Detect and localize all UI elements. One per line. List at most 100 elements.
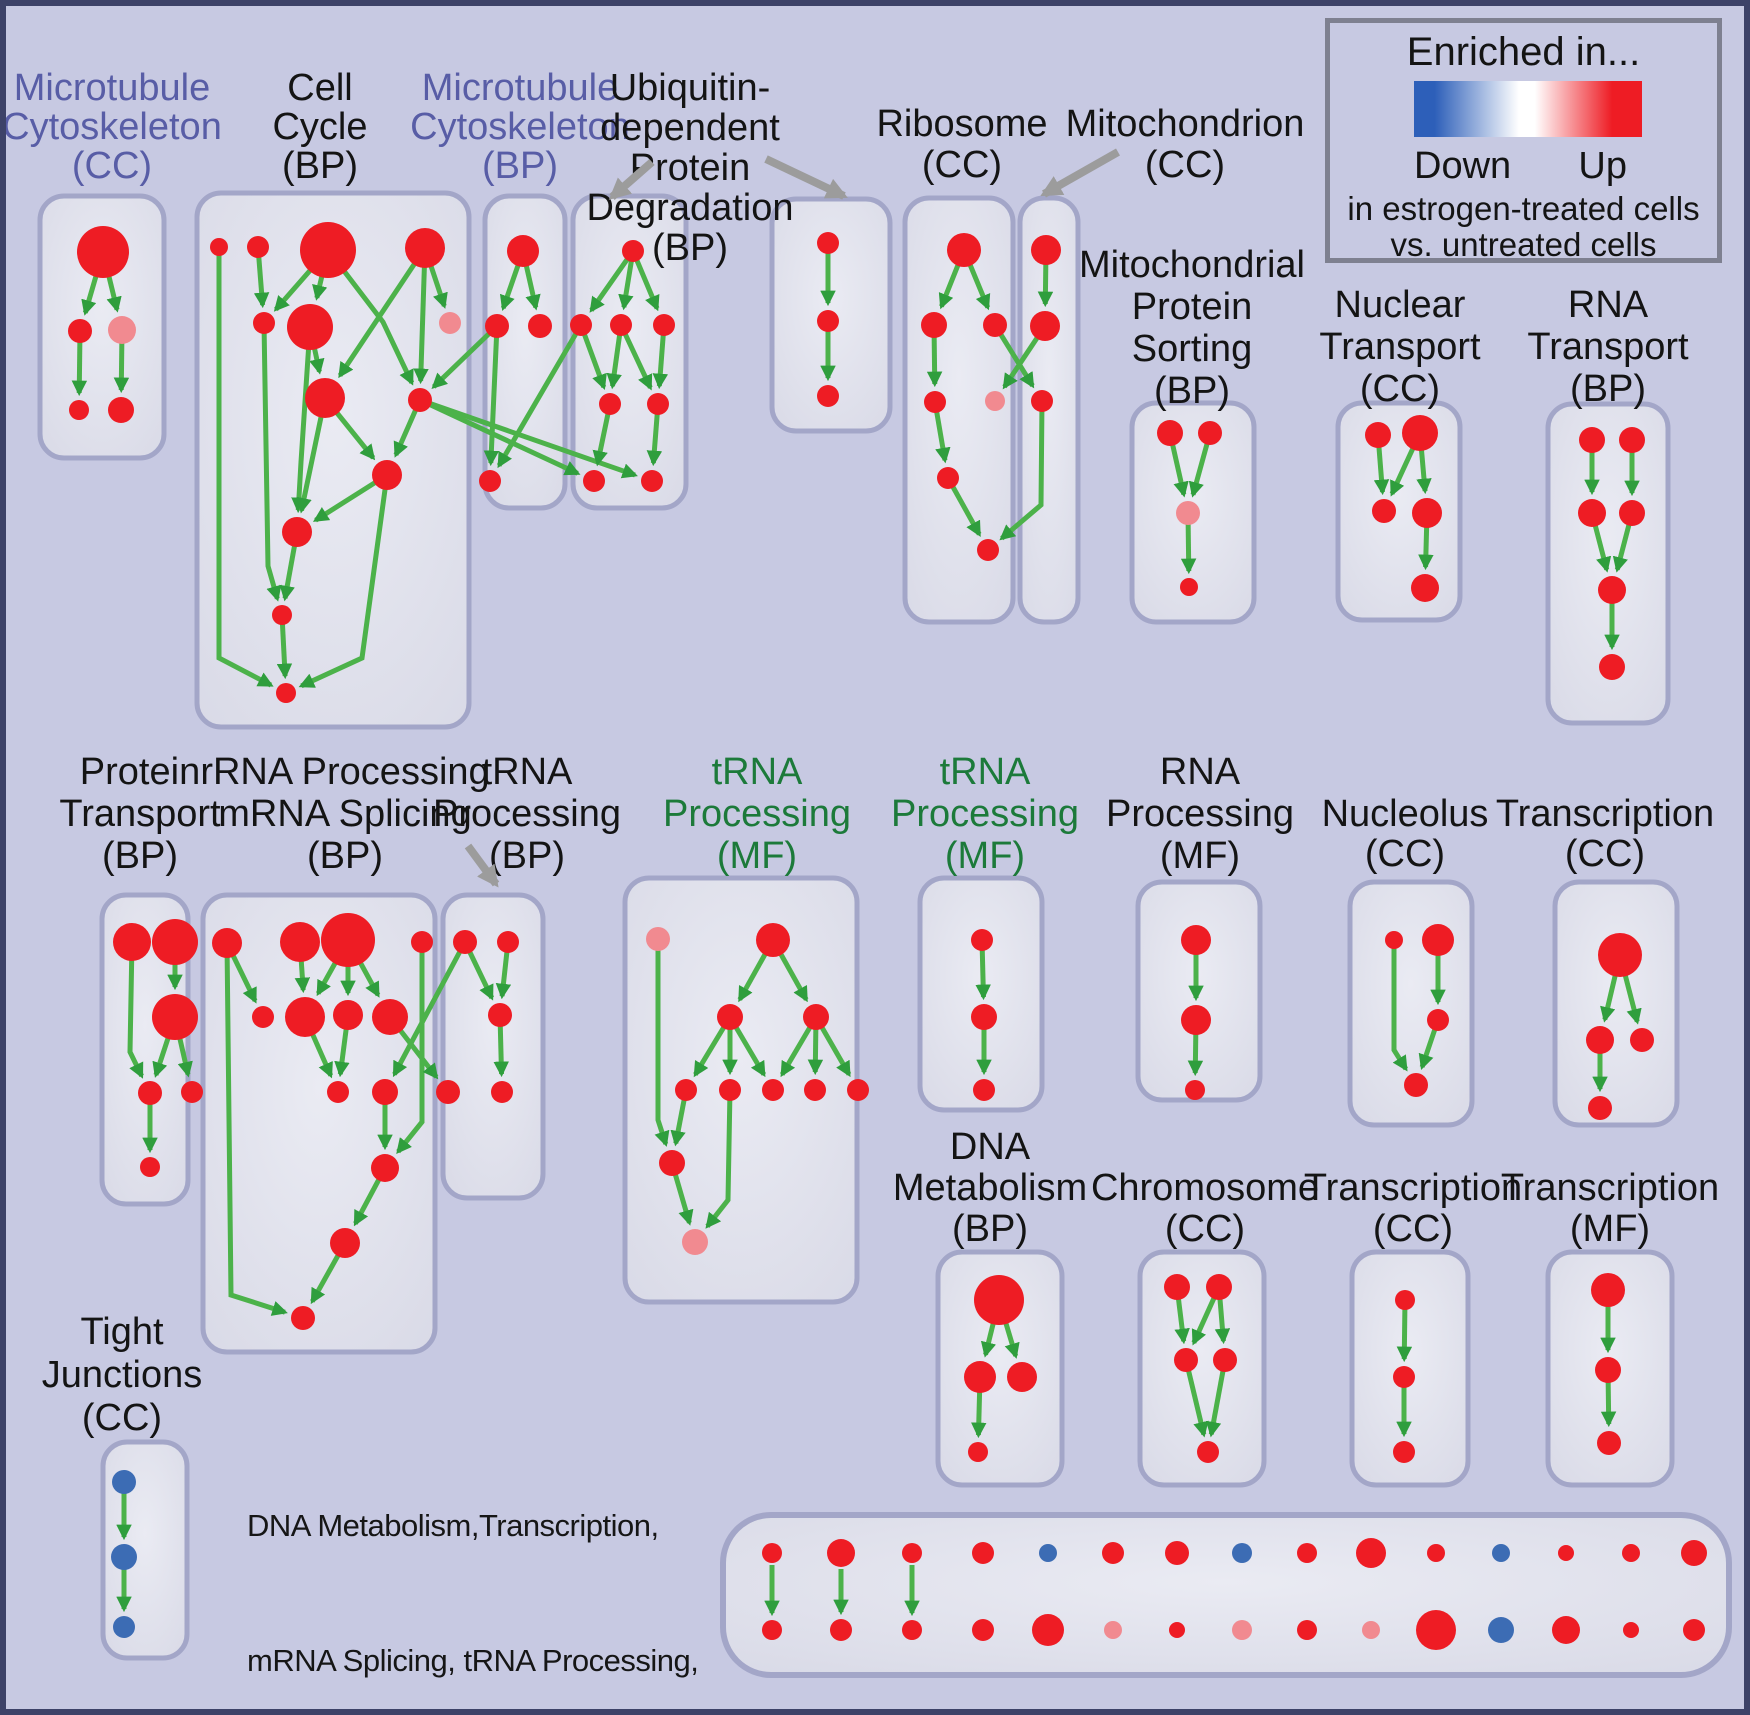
node-j6 (1599, 654, 1625, 680)
cluster-label-line: (CC) (1365, 833, 1445, 875)
node-m5 (491, 1081, 513, 1103)
cluster-label-line: (CC) (1145, 144, 1225, 186)
node-a3 (108, 316, 136, 344)
edge-g3-f7 (999, 400, 1045, 541)
cluster-label-line: Mitochondrial (1079, 244, 1305, 286)
edge-d2-d5 (578, 324, 607, 391)
edge-m1-l10 (392, 940, 468, 1078)
node-i5 (1411, 574, 1439, 602)
node-f5 (985, 391, 1005, 411)
edge-c2-b9 (431, 324, 499, 389)
edge-d3-d6 (618, 323, 653, 391)
cluster-label-line: (BP) (282, 145, 358, 187)
edge-k1-k4 (127, 941, 144, 1079)
cluster-label-line: Processing (1106, 793, 1294, 835)
cluster-label-line: mRNA Splicing (218, 793, 471, 835)
node-b9 (408, 388, 432, 412)
node-q1 (1385, 931, 1403, 949)
cluster-label-protein-transport-bp: Protein Transport (BP) (59, 751, 221, 877)
node-r1 (1598, 933, 1642, 977)
node-b12 (272, 605, 292, 625)
cluster-label-line: Metabolism (893, 1167, 1087, 1209)
node-h1 (1157, 420, 1183, 446)
layer-annotation-arrows (464, 148, 1120, 888)
matrix-node-r1-c11 (1488, 1617, 1514, 1643)
cluster-label-line: Chromosome (1091, 1167, 1319, 1209)
cluster-label-line: Transport (59, 793, 221, 835)
matrix-node-r0-c2 (902, 1543, 922, 1563)
cluster-label-rna-transport-bp: RNA Transport (BP) (1527, 284, 1689, 410)
node-d2 (570, 314, 592, 336)
node-v2 (1595, 1357, 1621, 1383)
cluster-label-line: Tight (80, 1311, 164, 1353)
node-f6 (937, 467, 959, 489)
cluster-label-dna-metabolism-bp: DNA Metabolism (BP) (893, 1126, 1087, 1250)
cluster-label-line: dependent (600, 107, 780, 149)
node-b7 (439, 312, 461, 334)
cluster-label-line: (MF) (1570, 1208, 1650, 1250)
cluster-label-transcription-cc-bottom: Transcription (CC) (1304, 1167, 1522, 1250)
matrix-node-r1-c1 (830, 1619, 852, 1641)
cluster-label-line: Transport (1319, 326, 1481, 368)
matrix-node-r1-c3 (972, 1619, 994, 1641)
cluster-label-line: (CC) (1360, 368, 1440, 410)
edge-d2-c4 (496, 323, 584, 469)
edge-b1-b13 (216, 247, 274, 688)
node-l2 (280, 922, 320, 962)
cluster-label-rrna-mrna-bp: rRNA Processing mRNA Splicing (BP) (200, 751, 489, 877)
legend-subtitle-1: in estrogen-treated cells (1347, 190, 1700, 227)
node-q2 (1422, 924, 1454, 956)
matrix-node-r1-c4 (1032, 1614, 1064, 1646)
edge-d1-d2 (589, 249, 636, 313)
cluster-label-microtubule-cc: Microtubule Cytoskeleton (CC) (2, 67, 222, 187)
node-p2 (1181, 1005, 1211, 1035)
edge-n6-n11 (705, 1089, 733, 1229)
node-h2 (1198, 421, 1222, 445)
node-n3 (717, 1004, 743, 1030)
node-m4 (436, 1080, 460, 1104)
cluster-label-line: Junctions (42, 1354, 203, 1396)
node-w2 (111, 1544, 137, 1570)
matrix-node-r0-c0 (762, 1543, 782, 1563)
cluster-label-cell-cycle-bp: Cell Cycle (BP) (272, 67, 367, 187)
node-o2 (971, 1004, 997, 1030)
edge-b9-d7 (418, 397, 581, 476)
node-h3 (1176, 501, 1200, 525)
cluster-label-line: (CC) (72, 145, 152, 187)
node-s4 (968, 1442, 988, 1462)
node-v3 (1597, 1431, 1621, 1455)
node-w3 (113, 1616, 135, 1638)
matrix-node-r1-c7 (1232, 1620, 1252, 1640)
cluster-label-line: tRNA (482, 751, 573, 793)
node-c4 (479, 470, 501, 492)
cluster-label-line: Protein (80, 751, 200, 793)
annotation-arrow-3 (464, 843, 500, 888)
node-e2 (817, 310, 839, 332)
cluster-label-line: RNA (1160, 751, 1241, 793)
node-a5 (108, 397, 134, 423)
cluster-label-line: Processing (891, 793, 1079, 835)
node-l11 (371, 1154, 399, 1182)
cluster-box-mitochondrion-cc (1017, 195, 1081, 625)
node-l3 (321, 913, 375, 967)
node-i4 (1412, 498, 1442, 528)
cluster-label-mitochondrion-cc: Mitochondrion (CC) (1066, 103, 1305, 186)
cluster-box-misc-matrix (720, 1512, 1732, 1678)
node-l4 (411, 931, 433, 953)
matrix-node-r1-c0 (762, 1620, 782, 1640)
node-a2 (68, 319, 92, 343)
cluster-label-line: Nuclear (1335, 284, 1466, 326)
cluster-label-line: tRNA (712, 751, 803, 793)
matrix-node-r0-c9 (1356, 1538, 1386, 1568)
cluster-label-line: (CC) (1565, 833, 1645, 875)
node-d7 (583, 470, 605, 492)
node-m3 (488, 1003, 512, 1027)
edge-b6-b11 (291, 326, 313, 514)
legend-down-label: Down (1414, 145, 1512, 187)
note-line: mRNA Splicing, tRNA Processing, (247, 1643, 699, 1678)
node-i1 (1365, 422, 1391, 448)
edge-b4-b9 (413, 247, 429, 385)
node-t1 (1164, 1274, 1190, 1300)
node-n7 (762, 1079, 784, 1101)
node-d1 (622, 240, 644, 262)
